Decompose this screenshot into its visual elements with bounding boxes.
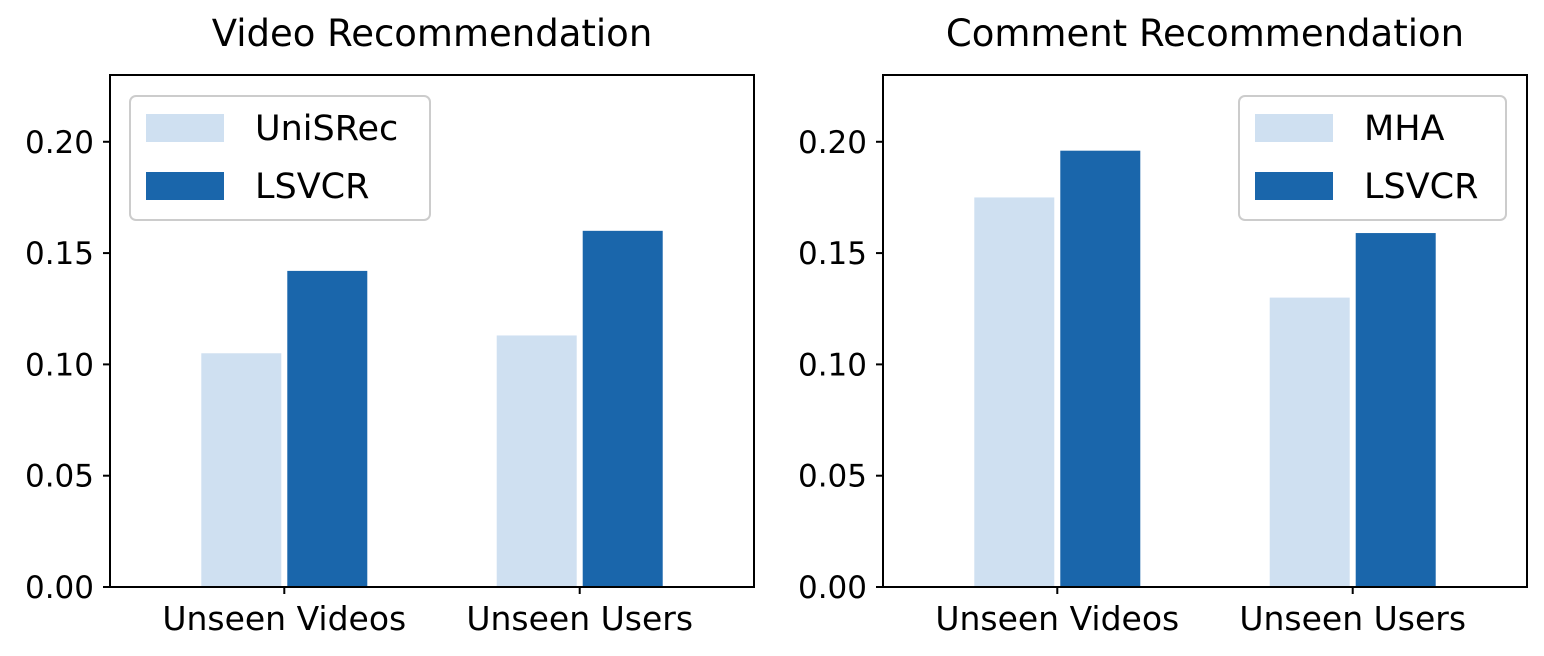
y-tick-label: 0.00 (798, 570, 867, 606)
plot-frame (882, 74, 1528, 588)
legend-label-lsvcr: LSVCR (1364, 167, 1478, 207)
y-tick-label: 0.15 (25, 236, 94, 272)
bar-lsvcr-unseen-users (1355, 233, 1436, 587)
bar-mha-unseen-videos (974, 197, 1055, 587)
y-tick-label: 0.00 (25, 570, 94, 606)
chart-comment-recommendation: Comment Recommendation Unseen Videos Unsee… (798, 12, 1528, 638)
legend-label-unisrec: UniSRec (255, 109, 398, 149)
legend-swatch-unisrec (146, 114, 224, 142)
x-tick-label: Unseen Users (1239, 599, 1466, 638)
legend-label-lsvcr: LSVCR (255, 167, 369, 207)
bar-lsvcr-unseen-videos (287, 270, 368, 587)
y-tick-label: 0.05 (25, 459, 94, 495)
y-tick-label: 0.15 (798, 236, 867, 272)
y-tick-label: 0.20 (798, 125, 867, 161)
y-tick-label: 0.20 (25, 125, 94, 161)
bar-mha-unseen-users (1269, 297, 1350, 587)
y-tick-label: 0.10 (25, 347, 94, 383)
x-tick-label: Unseen Videos (935, 599, 1179, 638)
legend-label-mha: MHA (1364, 109, 1445, 149)
bar-unisrec-unseen-users (496, 335, 577, 587)
chart-title: Comment Recommendation (946, 12, 1464, 55)
y-tick-label: 0.05 (798, 459, 867, 495)
legend: MHA LSVCR (1238, 95, 1507, 221)
chart-video-recommendation: Video Recommendation Unseen Videos Unseen … (25, 12, 755, 638)
legend: UniSRec LSVCR (129, 95, 431, 221)
bar-lsvcr-unseen-users (582, 230, 663, 587)
legend-swatch-lsvcr (146, 172, 224, 200)
plot-frame (109, 74, 755, 588)
legend-swatch-lsvcr (1255, 172, 1333, 200)
chart-title: Video Recommendation (212, 12, 653, 55)
bar-unisrec-unseen-videos (201, 353, 282, 587)
x-tick-label: Unseen Videos (162, 599, 406, 638)
legend-swatch-mha (1255, 114, 1333, 142)
x-tick-label: Unseen Users (466, 599, 693, 638)
bar-lsvcr-unseen-videos (1060, 150, 1141, 587)
y-tick-label: 0.10 (798, 347, 867, 383)
